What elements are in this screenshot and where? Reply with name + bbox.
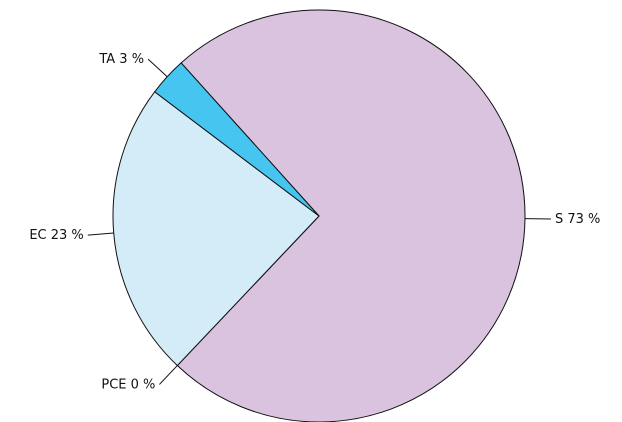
slice-value: 3 %	[119, 52, 144, 67]
slice-label: TA 3 %	[98, 52, 144, 67]
slice-name: TA	[98, 52, 115, 67]
slice-value: 0 %	[131, 377, 156, 392]
slice-value: 73 %	[567, 211, 600, 226]
slice-name: EC	[29, 228, 46, 243]
slice-name: PCE	[101, 377, 126, 392]
slice-label: PCE 0 %	[101, 377, 155, 392]
leader-line	[147, 58, 168, 78]
leader-line	[87, 232, 114, 236]
slice-name: S	[555, 211, 563, 226]
slice-label: S 73 %	[555, 211, 600, 226]
slice-label: EC 23 %	[29, 228, 83, 243]
leader-line	[159, 365, 178, 385]
slice-value: 23 %	[51, 228, 84, 243]
